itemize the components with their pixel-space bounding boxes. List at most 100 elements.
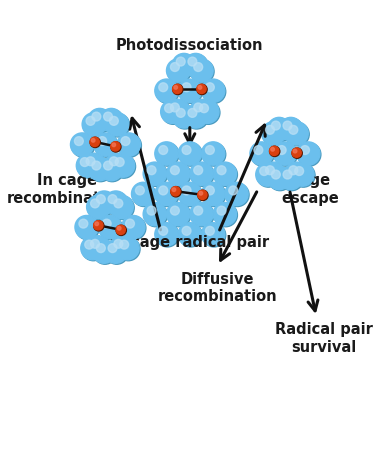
Circle shape (263, 163, 286, 186)
Circle shape (270, 146, 279, 155)
Circle shape (202, 80, 226, 103)
Circle shape (87, 195, 110, 219)
Circle shape (89, 158, 112, 182)
Circle shape (159, 83, 168, 91)
Text: Photodissociation: Photodissociation (116, 38, 263, 53)
Circle shape (96, 244, 105, 253)
Circle shape (292, 164, 315, 187)
Circle shape (144, 163, 167, 186)
Circle shape (112, 143, 116, 146)
Circle shape (132, 183, 156, 207)
Circle shape (217, 206, 226, 215)
Circle shape (167, 203, 191, 227)
Circle shape (106, 114, 130, 137)
Circle shape (188, 57, 197, 66)
Circle shape (98, 216, 122, 239)
Circle shape (197, 84, 206, 93)
Circle shape (121, 137, 130, 146)
Circle shape (116, 225, 125, 235)
Circle shape (270, 146, 280, 156)
Circle shape (185, 55, 208, 78)
Circle shape (268, 166, 291, 190)
Circle shape (257, 164, 280, 187)
Circle shape (75, 216, 98, 239)
Circle shape (105, 153, 129, 176)
Circle shape (206, 186, 214, 195)
Circle shape (292, 148, 302, 158)
Circle shape (94, 221, 103, 230)
Circle shape (202, 224, 226, 247)
Circle shape (122, 216, 145, 239)
Circle shape (94, 221, 104, 231)
Circle shape (229, 186, 238, 195)
Circle shape (197, 84, 207, 95)
Circle shape (101, 158, 124, 182)
Circle shape (155, 79, 178, 102)
Circle shape (91, 239, 99, 248)
Circle shape (190, 59, 213, 82)
Circle shape (70, 133, 94, 156)
Circle shape (178, 79, 201, 102)
Circle shape (289, 126, 298, 134)
Circle shape (167, 100, 191, 124)
Circle shape (182, 146, 191, 155)
Circle shape (268, 167, 292, 191)
Circle shape (190, 99, 213, 123)
Circle shape (111, 142, 120, 151)
Circle shape (110, 117, 118, 125)
Circle shape (170, 63, 179, 72)
Circle shape (76, 217, 99, 240)
Circle shape (196, 100, 219, 123)
Circle shape (206, 227, 214, 235)
Circle shape (93, 241, 117, 264)
Circle shape (194, 63, 203, 72)
Circle shape (292, 148, 301, 157)
Circle shape (201, 182, 225, 206)
Circle shape (202, 143, 226, 166)
Circle shape (116, 237, 139, 260)
Circle shape (170, 206, 179, 215)
Circle shape (111, 154, 135, 177)
Circle shape (201, 223, 225, 246)
Circle shape (297, 143, 321, 166)
Circle shape (213, 162, 237, 185)
Circle shape (285, 122, 308, 145)
Circle shape (120, 240, 129, 249)
Text: In cage
recombination: In cage recombination (7, 173, 127, 206)
Circle shape (171, 187, 180, 196)
Circle shape (105, 192, 129, 215)
Circle shape (132, 182, 155, 206)
Circle shape (110, 157, 118, 166)
Circle shape (94, 133, 117, 156)
Circle shape (178, 142, 201, 165)
Circle shape (170, 166, 179, 174)
Circle shape (271, 170, 280, 179)
Circle shape (166, 99, 190, 123)
Circle shape (156, 183, 179, 207)
Circle shape (101, 109, 124, 133)
Circle shape (166, 59, 190, 82)
Circle shape (295, 167, 304, 175)
Circle shape (143, 162, 166, 185)
Circle shape (147, 166, 156, 174)
Circle shape (156, 224, 179, 247)
Circle shape (182, 83, 191, 91)
Circle shape (76, 154, 100, 177)
Circle shape (108, 244, 117, 253)
Circle shape (100, 109, 123, 132)
Circle shape (159, 146, 168, 155)
Circle shape (199, 191, 203, 195)
Circle shape (194, 166, 203, 174)
Circle shape (106, 154, 130, 177)
Circle shape (125, 219, 135, 228)
Circle shape (105, 113, 129, 136)
Circle shape (200, 104, 209, 113)
Circle shape (273, 142, 297, 165)
Circle shape (117, 237, 140, 261)
Circle shape (176, 109, 185, 118)
Circle shape (178, 182, 201, 206)
Circle shape (173, 55, 197, 78)
Circle shape (279, 166, 302, 190)
Circle shape (198, 86, 202, 89)
Circle shape (174, 86, 178, 89)
